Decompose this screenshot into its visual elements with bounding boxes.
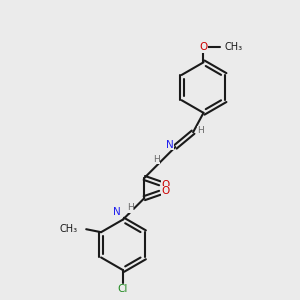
Text: H: H [127, 203, 134, 212]
Text: O: O [162, 186, 170, 196]
Text: CH₃: CH₃ [225, 43, 243, 52]
Text: O: O [200, 43, 208, 52]
Text: N: N [166, 140, 174, 150]
Text: CH₃: CH₃ [59, 224, 77, 234]
Text: N: N [113, 207, 121, 217]
Text: H: H [153, 155, 160, 164]
Text: O: O [162, 180, 170, 190]
Text: Cl: Cl [118, 284, 128, 294]
Text: H: H [197, 126, 204, 135]
